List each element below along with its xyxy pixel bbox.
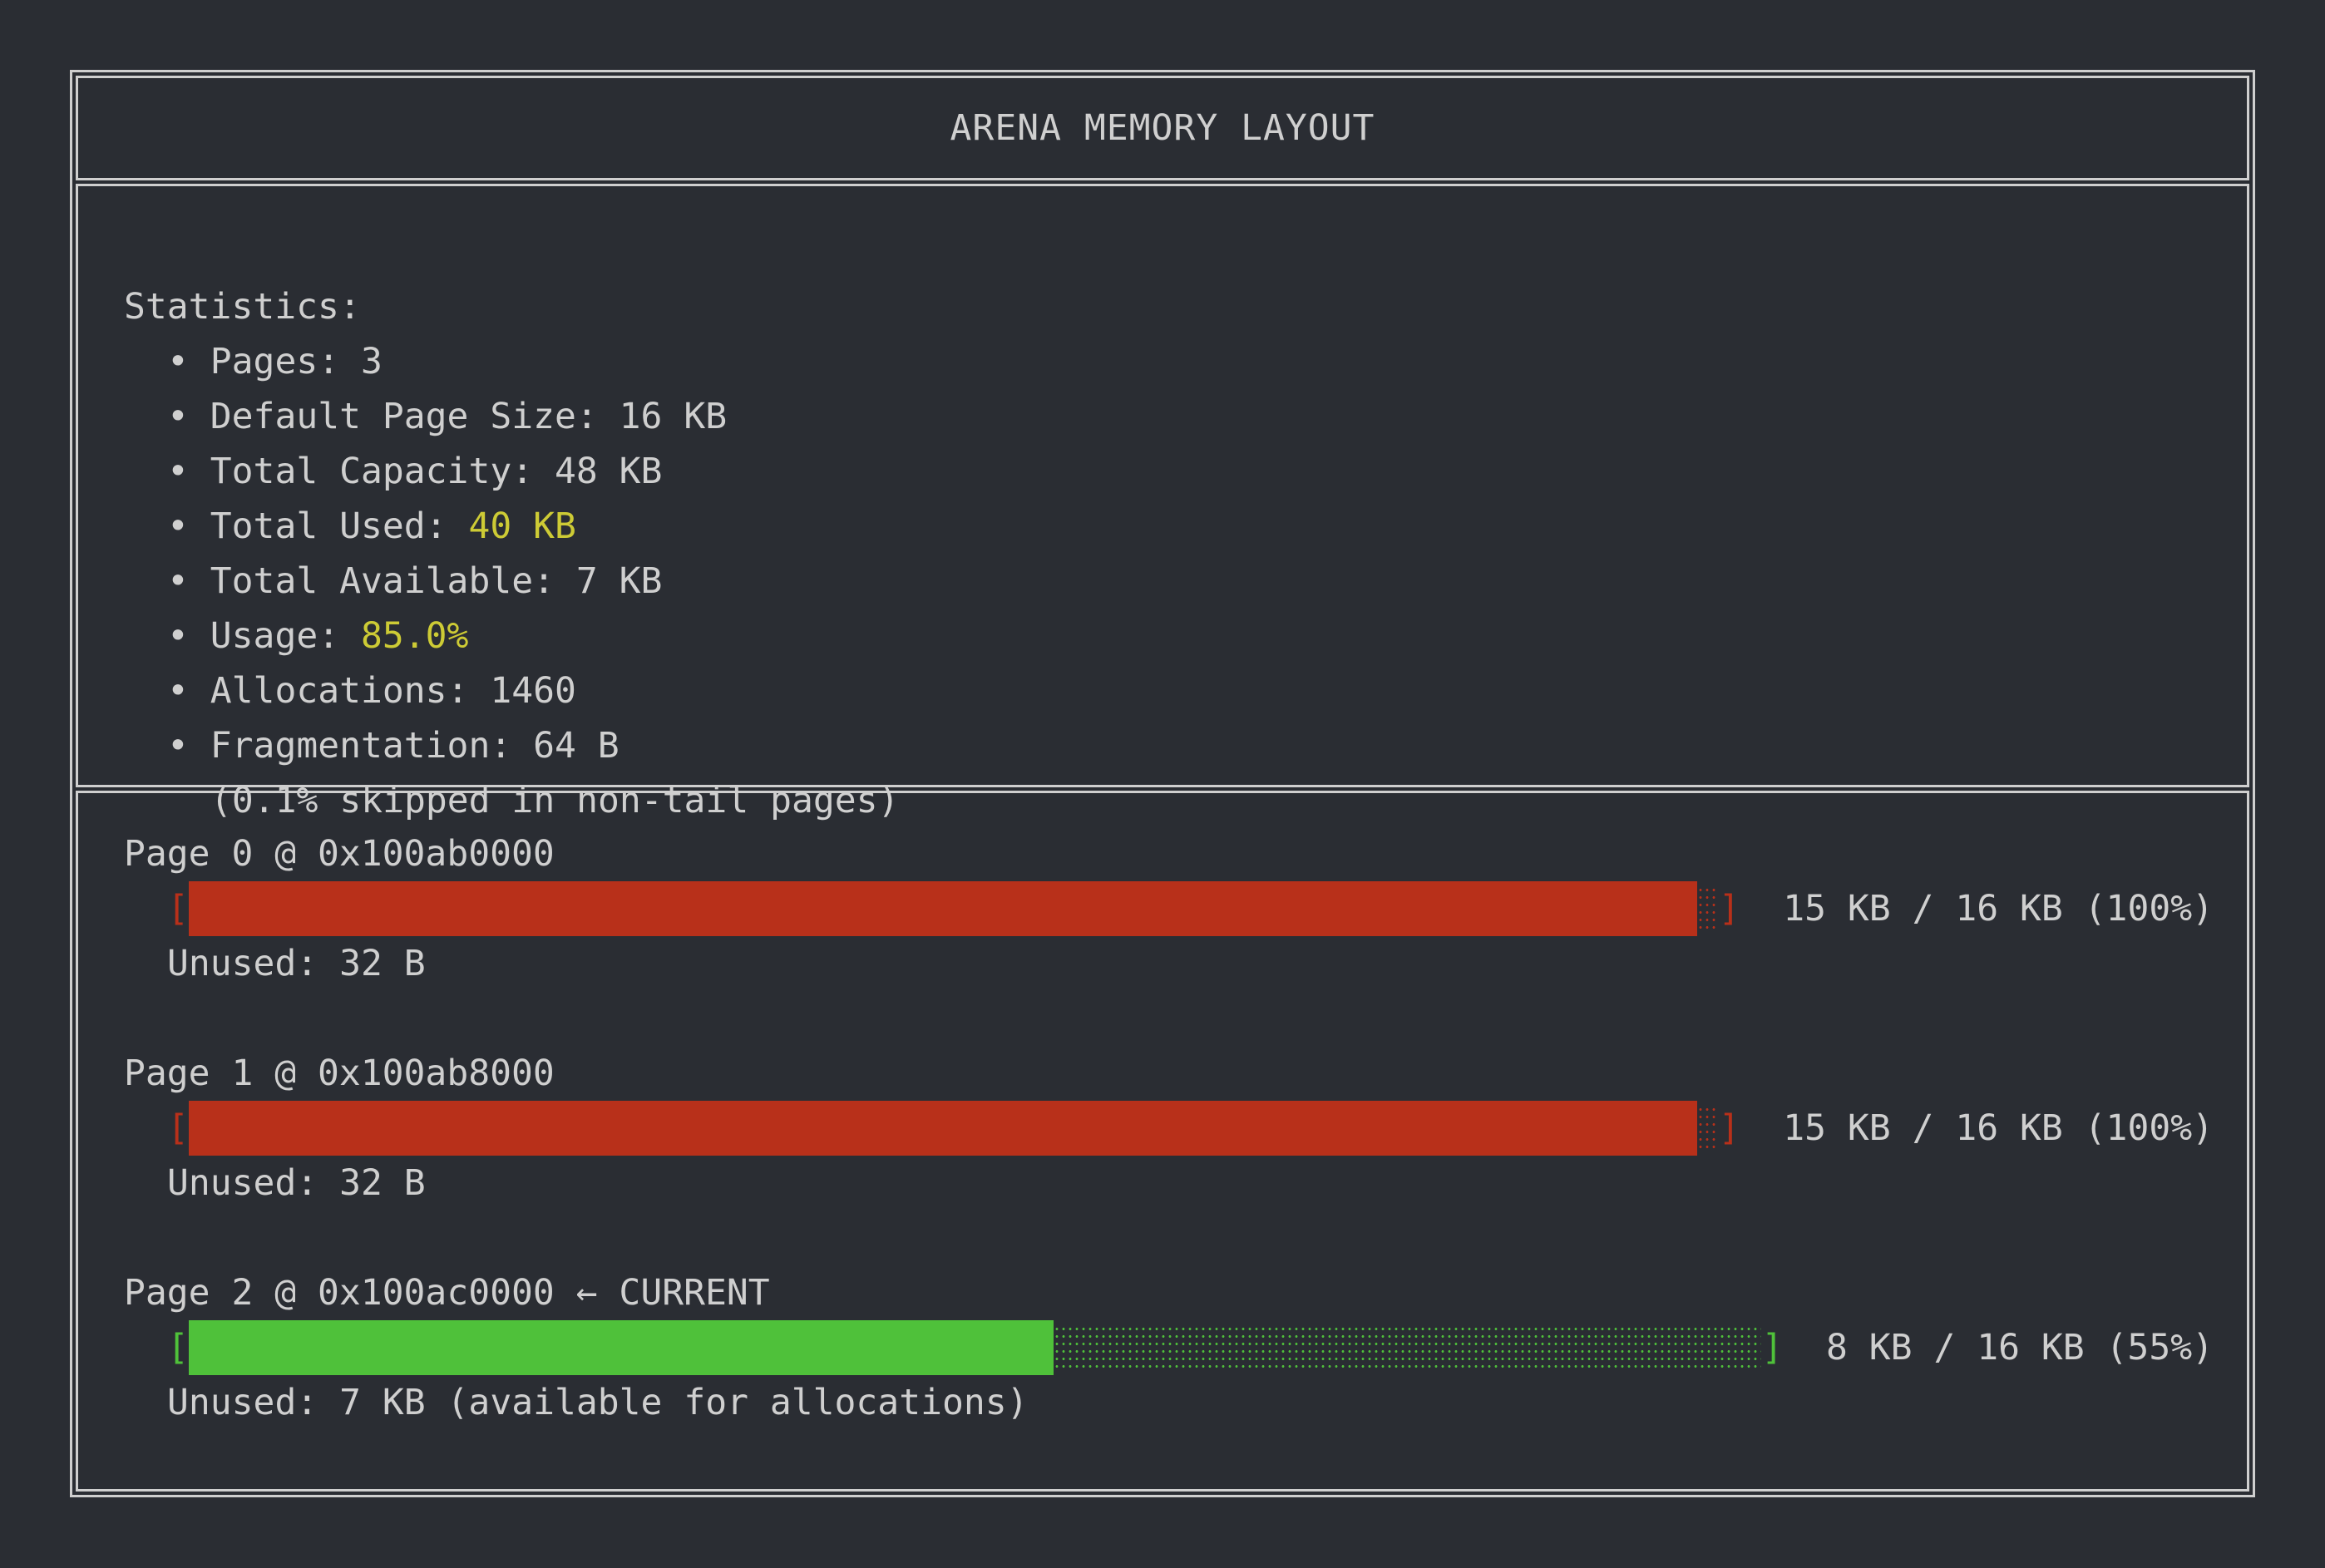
page-usage-label: 8 KB / 16 KB (55%) [1826, 1327, 2214, 1368]
stat-item: • Default Page Size: 16 KB [124, 389, 2214, 444]
stat-value: 48 KB [555, 451, 663, 492]
arena-layout-panel: ARENA MEMORY LAYOUT Statistics: • Pages:… [70, 70, 2255, 1497]
stat-value: 40 KB [468, 505, 576, 547]
page-unused: Unused: 32 B [167, 1162, 426, 1204]
bar-used-region [188, 1101, 1697, 1156]
bullet-icon: • [167, 560, 189, 602]
bar-bracket-close: ] [1718, 888, 1740, 929]
page-usage-label: 15 KB / 16 KB (100%) [1783, 888, 2214, 929]
stat-item: • Total Capacity: 48 KB [124, 444, 2214, 499]
stat-label: Total Capacity: [210, 451, 555, 492]
stat-value: 16 KB [619, 396, 728, 437]
stat-value: 85.0% [361, 615, 469, 657]
bullet-icon: • [167, 615, 189, 657]
bar-bracket-open: [ [167, 1327, 189, 1368]
page-header: Page 1 @ 0x100ab8000 [124, 1053, 555, 1094]
page-usage-row: [] 15 KB / 16 KB (100%) [124, 881, 2214, 936]
stat-label: Total Used: [210, 505, 469, 547]
page-header: Page 0 @ 0x100ab0000 [124, 833, 555, 875]
page-header: Page 2 @ 0x100ac0000 ← CURRENT [124, 1272, 770, 1314]
stat-label: Total Available: [210, 560, 576, 602]
stat-item: • Total Used: 40 KB [124, 499, 2214, 554]
bar-bracket-close: ] [1718, 1107, 1740, 1149]
bar-bracket-close: ] [1761, 1327, 1784, 1368]
stat-item: • Allocations: 1460 [124, 663, 2214, 718]
bullet-icon: • [167, 505, 189, 547]
stat-item: • Usage: 85.0% [124, 609, 2214, 663]
page-usage-bar [188, 1101, 1719, 1156]
stat-item: • Pages: 3 [124, 334, 2214, 389]
bullet-icon: • [167, 396, 189, 437]
statistics-section: Statistics: • Pages: 3 • Default Page Siz… [76, 184, 2249, 821]
stat-label: Pages: [210, 341, 361, 382]
bullet-icon: • [167, 725, 189, 767]
stat-item: • Fragmentation: 64 B [124, 718, 2214, 773]
bar-free-region [1054, 1325, 1762, 1370]
bar-free-region [1696, 1106, 1719, 1151]
page-usage-row: [] 15 KB / 16 KB (100%) [124, 1101, 2214, 1156]
stat-label: Default Page Size: [210, 396, 620, 437]
bar-used-region [188, 881, 1697, 936]
bullet-icon: • [167, 341, 189, 382]
title-section: ARENA MEMORY LAYOUT [76, 76, 2249, 180]
page-unused: Unused: 7 KB (available for allocations) [167, 1382, 1029, 1423]
fragmentation-note: (0.1% skipped in non-tail pages) [210, 780, 900, 821]
stat-label: Fragmentation: [210, 725, 534, 767]
bar-bracket-open: [ [167, 888, 189, 929]
bar-bracket-open: [ [167, 1107, 189, 1149]
stat-label: Allocations: [210, 670, 491, 712]
stat-value: 7 KB [575, 560, 663, 602]
page-usage-row: [] 8 KB / 16 KB (55%) [124, 1320, 2214, 1375]
bullet-icon: • [167, 670, 189, 712]
page-usage-bar [188, 1320, 1762, 1375]
bar-used-region [188, 1320, 1054, 1375]
page-unused: Unused: 32 B [167, 943, 426, 984]
stat-value: 64 B [533, 725, 620, 767]
pages-section: Page 0 @ 0x100ab0000 [] 15 KB / 16 KB (100… [76, 791, 2249, 1492]
page-usage-bar [188, 881, 1719, 936]
page-usage-label: 15 KB / 16 KB (100%) [1783, 1107, 2214, 1149]
stat-label: Usage: [210, 615, 361, 657]
bar-free-region [1696, 886, 1719, 931]
stat-value: 3 [361, 341, 383, 382]
stat-value: 1460 [490, 670, 576, 712]
page-title: ARENA MEMORY LAYOUT [950, 107, 1375, 149]
statistics-heading: Statistics: [124, 286, 361, 328]
bullet-icon: • [167, 451, 189, 492]
stat-item: • Total Available: 7 KB [124, 554, 2214, 609]
